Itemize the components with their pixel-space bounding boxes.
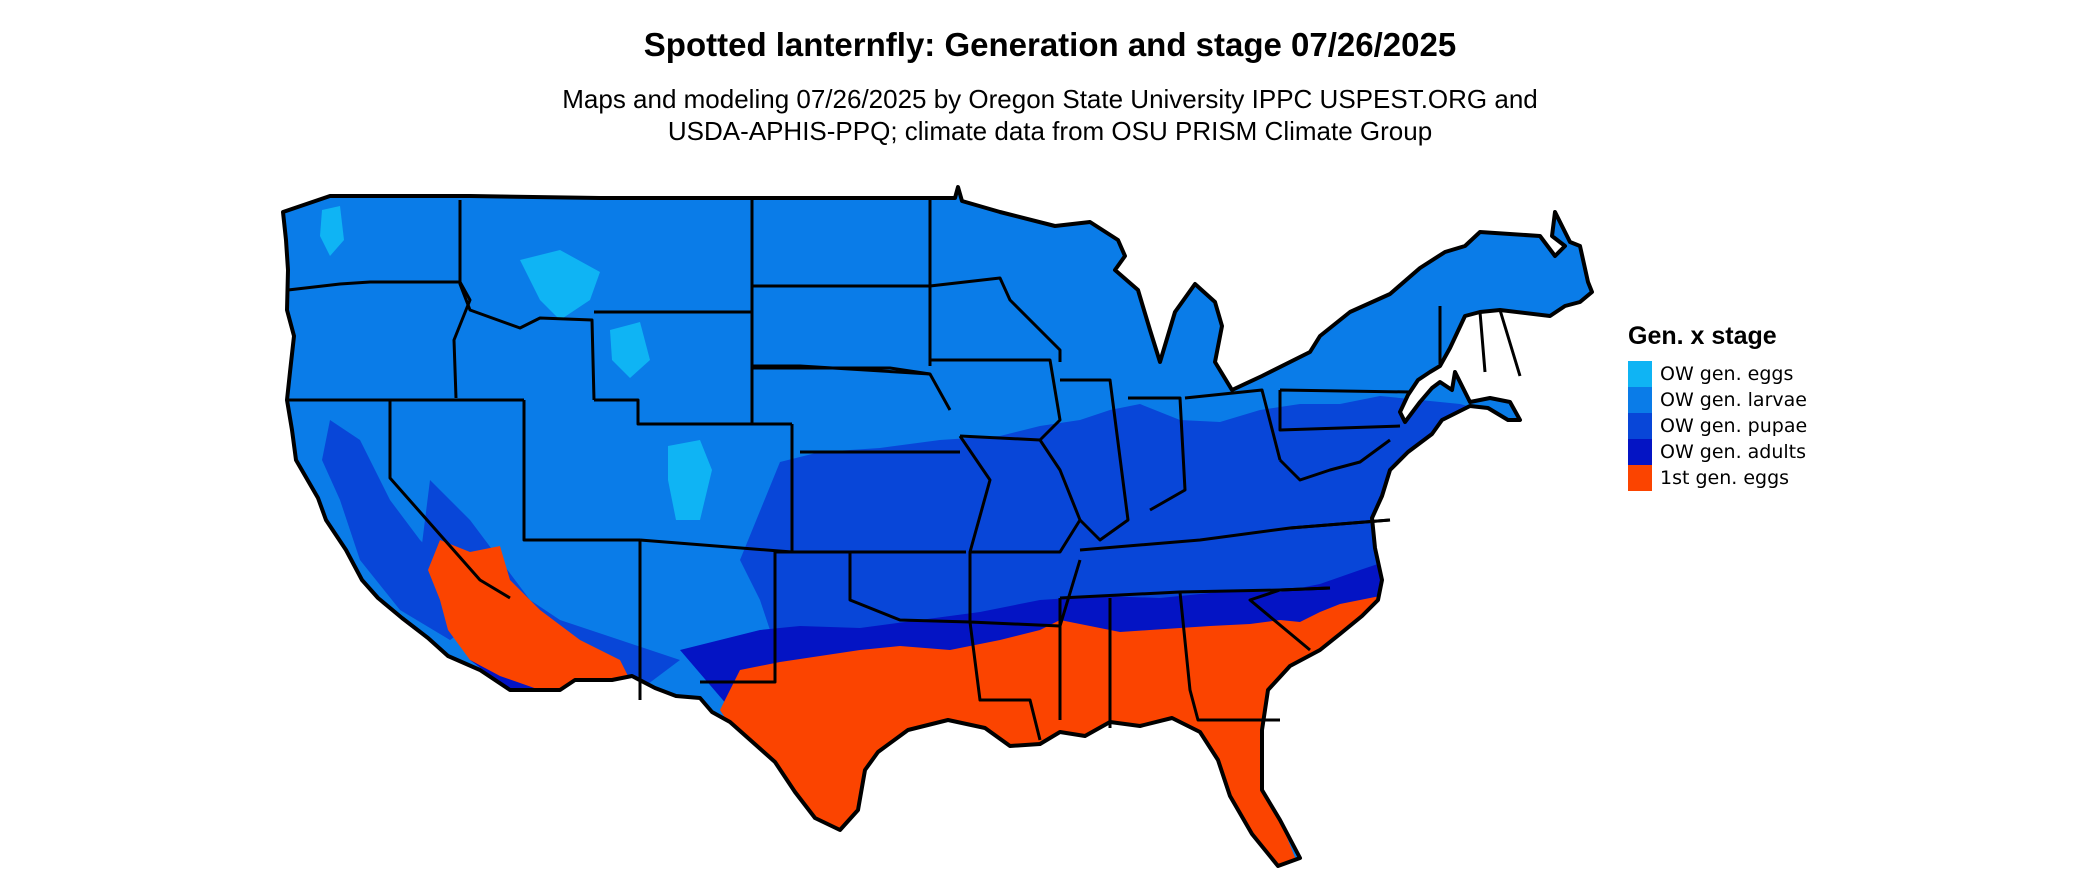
- map-title: Spotted lanternfly: Generation and stage…: [643, 26, 1457, 63]
- state-borders: [281, 185, 1594, 868]
- state-line-nm-tx: [700, 552, 777, 684]
- state-line-ms-al: [1058, 598, 1112, 728]
- state-line-pa-ny: [1278, 388, 1411, 432]
- legend-label: OW gen. adults: [1660, 441, 1807, 463]
- region-ow-eggs-wyoming: [610, 322, 650, 378]
- state-line-ar: [968, 552, 1082, 628]
- legend-swatch: [1628, 413, 1652, 439]
- state-line-la: [968, 621, 1042, 741]
- state-line-ok-tx: [775, 550, 971, 624]
- state-line-il: [1060, 378, 1130, 542]
- legend-swatch: [1628, 387, 1652, 413]
- state-line-carolinas: [1248, 518, 1391, 652]
- legend-item: 1st gen. eggs: [1628, 465, 1868, 491]
- legend-swatch: [1628, 439, 1652, 465]
- map-subtitle-line1: Maps and modeling 07/26/2025 by Oregon S…: [562, 84, 1538, 114]
- state-line-in-oh: [1128, 388, 1282, 512]
- legend-title: Gen. x stage: [1628, 322, 1777, 350]
- legend: Gen. x stage OW gen. eggs OW gen. larvae O…: [1628, 322, 1868, 491]
- state-line-ca-nv-diag: [388, 400, 511, 600]
- state-line-wa-or: [287, 280, 460, 292]
- legend-label: OW gen. pupae: [1660, 415, 1808, 437]
- region-ow-eggs-washington: [320, 206, 344, 256]
- state-line-or-id: [452, 281, 472, 399]
- state-line-new-england: [1438, 306, 1522, 377]
- legend-items: OW gen. eggs OW gen. larvae OW gen. pupae O…: [1628, 361, 1868, 491]
- state-line-ia: [930, 358, 1062, 442]
- legend-label: OW gen. larvae: [1660, 389, 1807, 411]
- legend-item: OW gen. larvae: [1628, 387, 1868, 413]
- state-line-mn-wi: [928, 198, 1062, 362]
- legend-swatch: [1628, 465, 1652, 491]
- legend-item: OW gen. adults: [1628, 439, 1868, 465]
- map-subtitle-line2: USDA-APHIS-PPQ; climate data from OSU PR…: [667, 116, 1433, 146]
- legend-label: 1st gen. eggs: [1660, 467, 1790, 489]
- state-line-ut-co: [594, 398, 792, 426]
- state-line-va-wv: [1278, 438, 1391, 482]
- region-ow-eggs-colorado: [668, 440, 712, 520]
- legend-swatch: [1628, 361, 1652, 387]
- state-line-mo: [958, 435, 1082, 554]
- state-line-co-nm: [639, 538, 793, 554]
- legend-item: OW gen. pupae: [1628, 413, 1868, 439]
- legend-item: OW gen. eggs: [1628, 361, 1868, 387]
- region-ow-eggs-idaho-montana: [520, 250, 600, 320]
- legend-label: OW gen. eggs: [1660, 363, 1794, 385]
- state-line-sd-ne: [752, 364, 952, 411]
- state-line-ga-fl: [1178, 591, 1280, 722]
